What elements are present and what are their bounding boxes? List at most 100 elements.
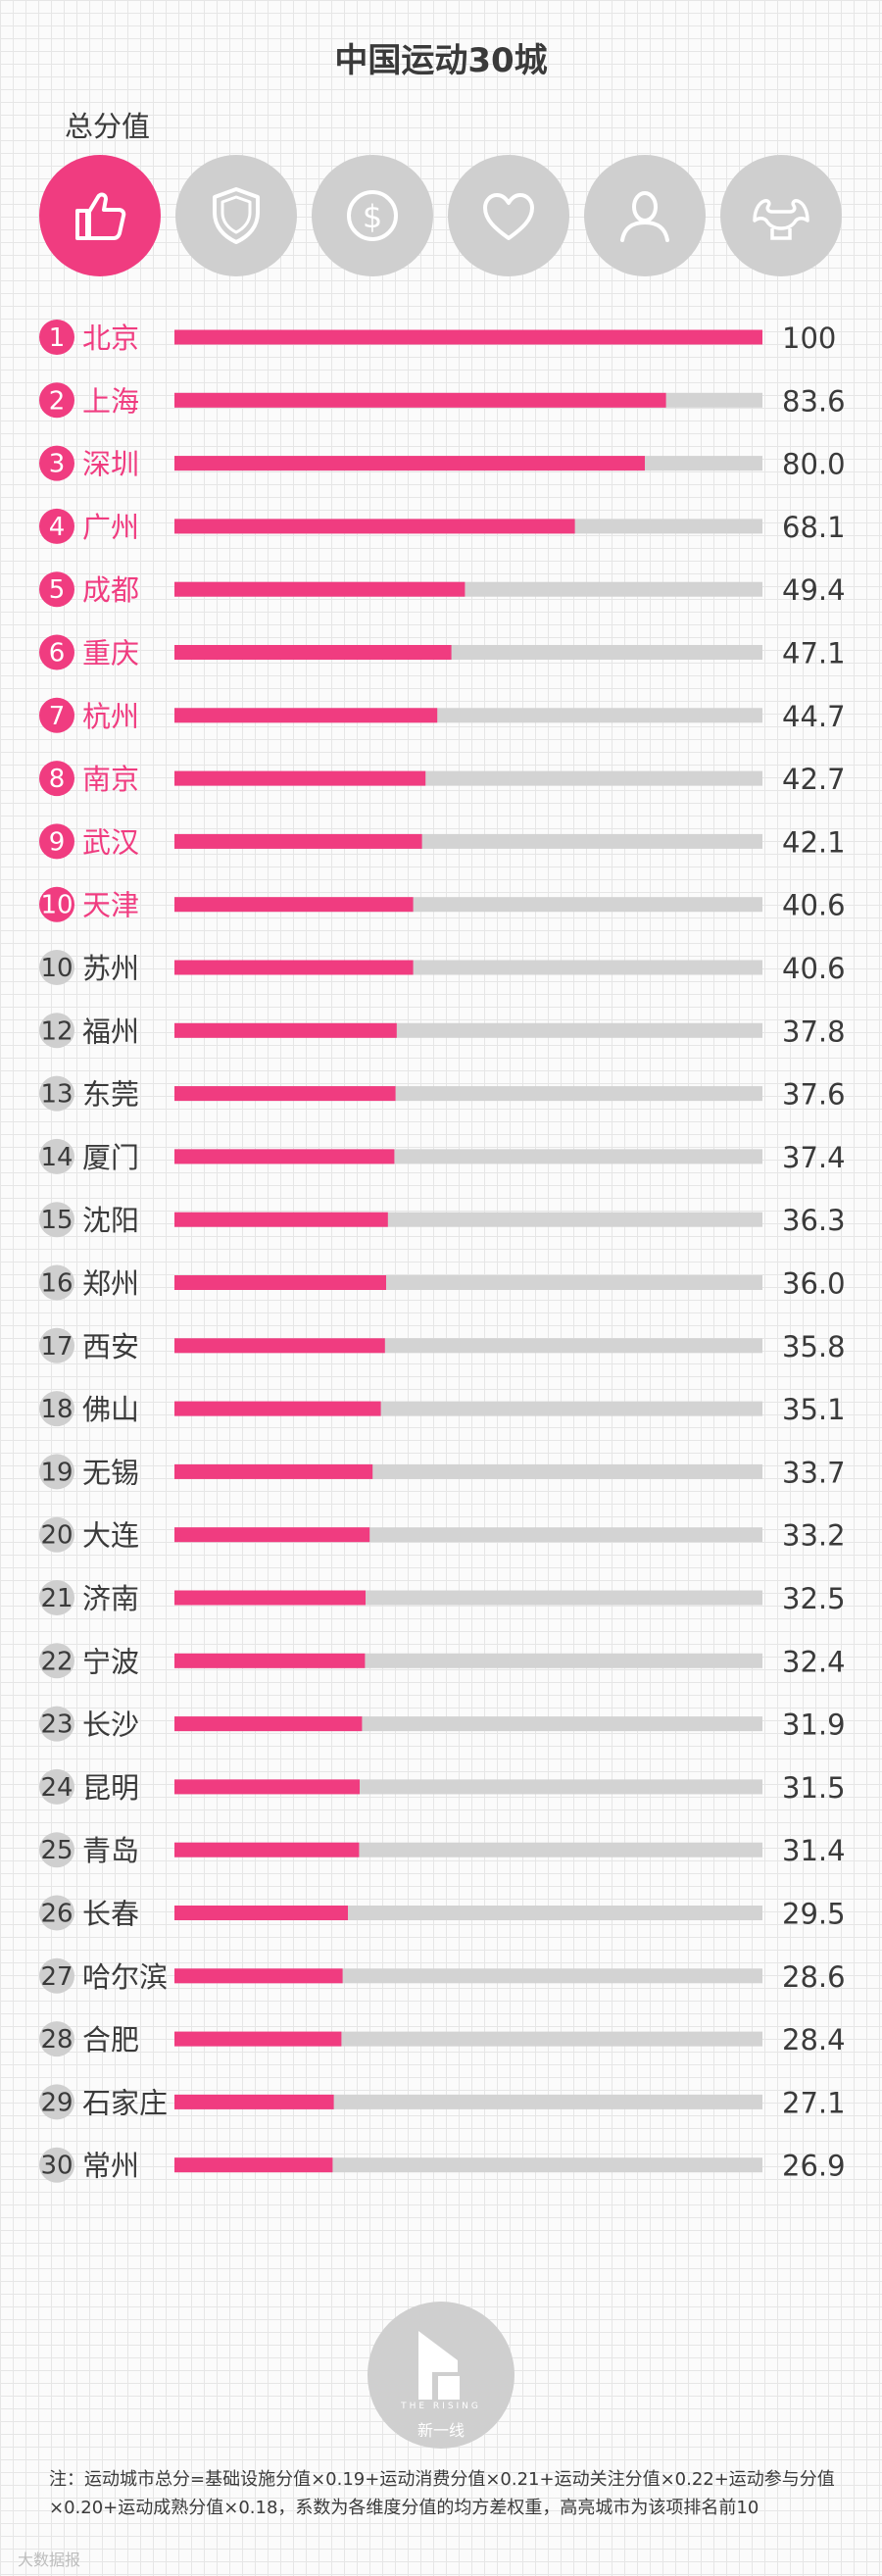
rank-number: 4 [49,513,66,542]
bar-value [174,960,414,975]
value-label: 40.6 [782,952,846,985]
rank-badge [39,2084,74,2120]
rank-number: 10 [40,891,73,920]
city-label: 青岛 [82,1834,139,1867]
bar-value [174,581,466,597]
thumbs-up-icon [75,192,126,240]
value-label: 32.4 [782,1645,846,1678]
flexed-arms-icon [753,199,809,240]
value-label: 42.7 [782,763,846,796]
rank-number: 2 [49,386,66,416]
city-label: 佛山 [82,1393,139,1426]
bar-value [174,1653,366,1668]
city-label: 大连 [82,1519,139,1553]
value-label: 68.1 [782,511,846,544]
city-label: 郑州 [82,1267,139,1301]
city-label: 苏州 [82,952,139,985]
rank-badge [39,1391,74,1427]
rank-number: 27 [40,1962,73,1992]
bar-value [174,392,666,408]
city-label: 西安 [82,1330,139,1363]
bar-value [174,1338,385,1354]
rank-badge [39,1832,74,1868]
rank-badge [39,445,74,481]
city-label: 石家庄 [82,2086,168,2119]
bar-value [174,833,422,849]
city-label: 天津 [82,889,139,922]
value-label: 37.4 [782,1141,846,1174]
city-label: 广州 [82,511,139,544]
rank-badge [39,1643,74,1679]
bar-value [174,1212,388,1227]
rank-badge [39,320,74,355]
city-label: 厦门 [82,1141,139,1174]
city-label: 常州 [82,2150,139,2183]
footnote: 注：运动城市总分=基础设施分值×0.19+运动消费分值×0.21+运动关注分值×… [49,2469,835,2518]
rank-number: 3 [49,450,66,479]
rank-badge [39,1327,74,1363]
rank-number: 14 [40,1143,73,1172]
rank-badge [39,2147,74,2183]
brand-logo: THE RISING 新一线 [368,2302,514,2449]
rank-badge [39,1768,74,1805]
rank-number: 10 [40,954,73,983]
tab-maturity[interactable] [720,155,842,276]
rank-number: 6 [49,639,66,669]
rank-badge [39,886,74,922]
rank-badge [39,950,74,985]
rank-number: 21 [40,1584,73,1613]
bar-value [174,2094,334,2109]
rank-number: 30 [40,2152,73,2181]
bar-value [174,1275,386,1290]
city-label: 昆明 [82,1771,139,1805]
rank-badge [39,571,74,608]
city-label: 重庆 [82,637,139,670]
bar-value [174,1149,395,1164]
rank-number: 29 [40,2088,73,2117]
city-label: 沈阳 [82,1204,139,1237]
tab-total-score[interactable] [39,155,161,276]
rank-badge [39,1454,74,1490]
rank-number: 8 [49,765,66,794]
tab-infrastructure[interactable] [175,155,297,276]
bar-value [174,1527,370,1543]
bar-value [174,1463,373,1479]
rank-badge [39,1138,74,1174]
value-label: 35.8 [782,1330,846,1363]
rank-number: 20 [40,1521,73,1551]
value-label: 32.5 [782,1582,846,1615]
dimension-icon-row: $ [39,155,843,278]
logo-subtext: THE RISING [401,2402,481,2411]
city-label: 合肥 [82,2023,139,2056]
value-label: 44.7 [782,700,846,733]
rank-badge [39,1264,74,1301]
tab-attention[interactable] [448,155,569,276]
bar-value [174,1842,360,1858]
value-label: 27.1 [782,2086,846,2119]
rank-number: 13 [40,1080,73,1110]
tab-consumption[interactable]: $ [312,155,433,276]
bar-value [174,1968,343,1984]
city-label: 哈尔滨 [82,1960,168,1994]
rank-number: 22 [40,1647,73,1676]
value-label: 37.8 [782,1015,846,1048]
value-label: 37.6 [782,1078,846,1112]
logo-mark-icon [418,2331,464,2400]
value-label: 31.4 [782,1834,846,1867]
tab-participation[interactable] [584,155,706,276]
rank-badge [39,1516,74,1553]
rank-number: 19 [40,1458,73,1487]
person-icon [620,191,669,242]
rank-badge [39,1957,74,1994]
chart-title: 中国运动30城 [334,41,548,80]
value-label: 49.4 [782,573,846,607]
metric-subtitle: 总分值 [65,110,151,143]
heart-icon [483,193,534,240]
svg-text:$: $ [363,198,382,235]
logo-text: 新一线 [416,2421,465,2440]
rank-number: 9 [49,827,66,857]
rank-badge [39,1202,74,1238]
city-label: 深圳 [82,448,139,481]
rank-badge [39,1075,74,1112]
city-label: 长沙 [82,1709,139,1742]
